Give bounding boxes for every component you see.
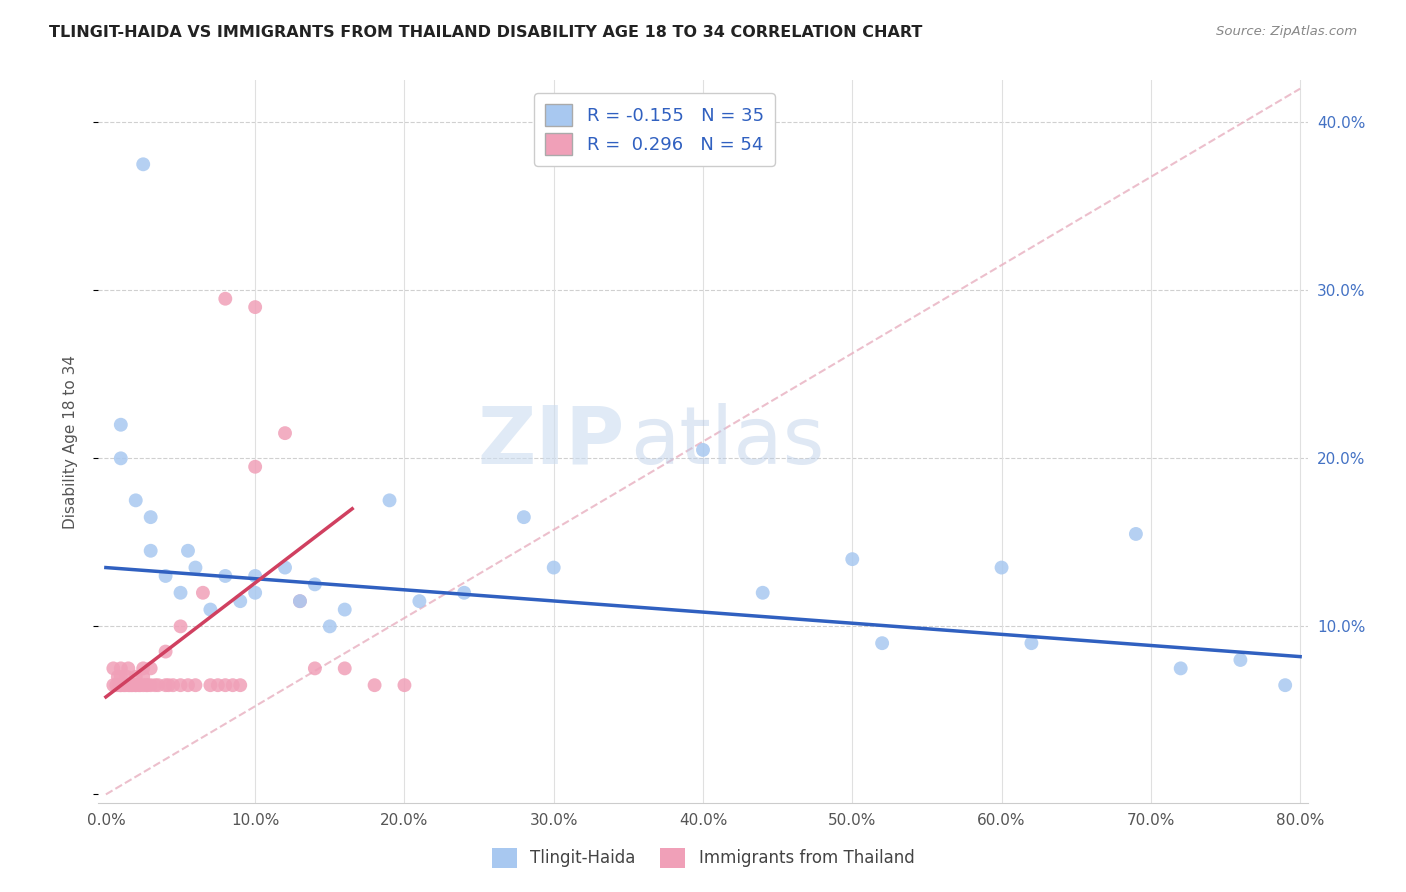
Point bbox=[543, 560, 565, 574]
Point bbox=[155, 569, 177, 583]
Point bbox=[274, 560, 297, 574]
Point bbox=[135, 678, 157, 692]
Point bbox=[114, 678, 136, 692]
Point bbox=[143, 678, 166, 692]
Point bbox=[1274, 678, 1296, 692]
Point bbox=[139, 661, 162, 675]
Point bbox=[304, 577, 326, 591]
Point bbox=[319, 619, 342, 633]
Point bbox=[177, 678, 200, 692]
Point bbox=[378, 493, 401, 508]
Point bbox=[110, 451, 132, 466]
Point bbox=[169, 586, 191, 600]
Point bbox=[120, 678, 142, 692]
Text: Source: ZipAtlas.com: Source: ZipAtlas.com bbox=[1216, 25, 1357, 38]
Point bbox=[139, 678, 162, 692]
Point bbox=[169, 678, 191, 692]
Point bbox=[243, 586, 266, 600]
Point bbox=[117, 678, 139, 692]
Y-axis label: Disability Age 18 to 34: Disability Age 18 to 34 bbox=[63, 354, 77, 529]
Point bbox=[288, 594, 311, 608]
Point bbox=[229, 594, 252, 608]
Legend: R = -0.155   N = 35, R =  0.296   N = 54: R = -0.155 N = 35, R = 0.296 N = 54 bbox=[534, 93, 775, 166]
Point bbox=[125, 493, 148, 508]
Point bbox=[117, 661, 139, 675]
Text: atlas: atlas bbox=[630, 402, 825, 481]
Point bbox=[105, 678, 128, 692]
Point bbox=[110, 678, 132, 692]
Point bbox=[191, 586, 214, 600]
Point bbox=[132, 661, 155, 675]
Point bbox=[132, 157, 155, 171]
Point bbox=[110, 670, 132, 684]
Legend: Tlingit-Haida, Immigrants from Thailand: Tlingit-Haida, Immigrants from Thailand bbox=[485, 841, 921, 875]
Point bbox=[125, 678, 148, 692]
Point bbox=[243, 300, 266, 314]
Point bbox=[107, 670, 129, 684]
Point bbox=[139, 543, 162, 558]
Point bbox=[103, 678, 125, 692]
Point bbox=[243, 569, 266, 583]
Point bbox=[128, 678, 150, 692]
Point bbox=[288, 594, 311, 608]
Point bbox=[870, 636, 893, 650]
Point bbox=[110, 417, 132, 432]
Text: TLINGIT-HAIDA VS IMMIGRANTS FROM THAILAND DISABILITY AGE 18 TO 34 CORRELATION CH: TLINGIT-HAIDA VS IMMIGRANTS FROM THAILAN… bbox=[49, 25, 922, 40]
Point bbox=[200, 678, 222, 692]
Point bbox=[214, 678, 236, 692]
Point bbox=[222, 678, 245, 692]
Point bbox=[363, 678, 385, 692]
Point bbox=[110, 678, 132, 692]
Point bbox=[157, 678, 180, 692]
Point bbox=[115, 670, 138, 684]
Point bbox=[333, 661, 356, 675]
Point bbox=[841, 552, 863, 566]
Point bbox=[304, 661, 326, 675]
Point bbox=[103, 661, 125, 675]
Point bbox=[751, 586, 773, 600]
Point bbox=[990, 560, 1012, 574]
Point bbox=[121, 678, 143, 692]
Point bbox=[108, 678, 131, 692]
Point bbox=[129, 678, 152, 692]
Point bbox=[274, 426, 297, 441]
Point bbox=[155, 644, 177, 658]
Point bbox=[132, 678, 155, 692]
Point bbox=[214, 569, 236, 583]
Point bbox=[169, 619, 191, 633]
Point bbox=[125, 670, 148, 684]
Point bbox=[184, 560, 207, 574]
Point bbox=[200, 602, 222, 616]
Point bbox=[408, 594, 430, 608]
Point bbox=[513, 510, 536, 524]
Point bbox=[214, 292, 236, 306]
Point bbox=[1125, 527, 1147, 541]
Point bbox=[162, 678, 184, 692]
Point bbox=[136, 678, 159, 692]
Text: ZIP: ZIP bbox=[477, 402, 624, 481]
Point bbox=[177, 543, 200, 558]
Point bbox=[1229, 653, 1251, 667]
Point bbox=[1021, 636, 1043, 650]
Point bbox=[112, 678, 135, 692]
Point bbox=[692, 442, 714, 457]
Point bbox=[125, 678, 148, 692]
Point bbox=[118, 678, 141, 692]
Point bbox=[394, 678, 416, 692]
Point bbox=[333, 602, 356, 616]
Point bbox=[155, 678, 177, 692]
Point bbox=[207, 678, 229, 692]
Point bbox=[139, 510, 162, 524]
Point bbox=[110, 661, 132, 675]
Point bbox=[184, 678, 207, 692]
Point bbox=[1170, 661, 1192, 675]
Point bbox=[146, 678, 169, 692]
Point bbox=[229, 678, 252, 692]
Point bbox=[243, 459, 266, 474]
Point bbox=[453, 586, 475, 600]
Point bbox=[132, 670, 155, 684]
